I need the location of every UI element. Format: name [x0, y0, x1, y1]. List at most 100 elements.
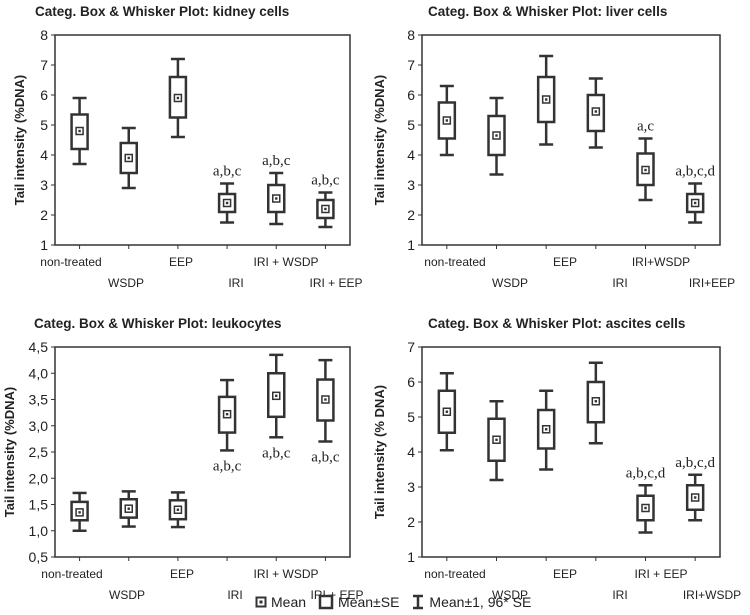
x-tick-label: EEP	[169, 255, 193, 269]
legend: Mean Mean±SE Mean±1, 96* SE	[255, 593, 543, 611]
legend-item-se: Mean±SE	[318, 594, 399, 610]
mean-point-center	[495, 438, 498, 441]
chart-panel-4: Categ. Box & Whisker Plot: ascites cells…	[372, 316, 741, 602]
x-tick-label: non-treated	[424, 567, 485, 581]
x-tick-label: IRI+WSDP	[683, 588, 741, 602]
significance-annotation: a,b,c	[311, 450, 340, 466]
mean-point-center	[495, 134, 498, 137]
y-tick-label: 7	[407, 57, 415, 73]
y-tick-label: 5	[40, 117, 48, 133]
y-tick-label: 1	[407, 237, 415, 253]
mean-point-center	[275, 394, 278, 398]
chart-title: Categ. Box & Whisker Plot: liver cells	[428, 4, 667, 19]
y-tick-label: 7	[407, 339, 415, 355]
box-marker-icon	[318, 594, 334, 610]
significance-annotation: a,b,c,d	[675, 164, 715, 180]
x-tick-label: IRI + WSDP	[253, 255, 318, 269]
mean-point-center	[544, 428, 548, 431]
mean-point-center	[445, 410, 449, 413]
x-tick-label: IRI+EEP	[689, 276, 735, 290]
y-tick-label: 5	[407, 409, 415, 425]
y-tick-label: 1	[40, 237, 48, 253]
significance-annotation: a,b,c	[213, 164, 242, 180]
y-axis-label: Tail intensity (% DNA)	[372, 385, 387, 519]
y-tick-label: 0,5	[29, 549, 49, 565]
mean-point-center	[225, 413, 229, 416]
significance-annotation: a,b,c,d	[675, 455, 715, 471]
significance-annotation: a,b,c	[262, 153, 291, 169]
x-tick-label: IRI+WSDP	[632, 255, 690, 269]
y-tick-label: 6	[407, 87, 415, 103]
y-tick-label: 4	[40, 147, 48, 163]
mean-point-center	[127, 156, 130, 160]
x-tick-label: IRI	[228, 276, 243, 290]
y-tick-label: 1,5	[29, 497, 49, 513]
y-tick-label: 3,5	[29, 392, 49, 408]
y-tick-label: 4,5	[29, 339, 49, 355]
significance-annotation: a,c	[637, 119, 654, 135]
x-tick-label: WSDP	[109, 588, 145, 602]
y-tick-label: 5	[407, 117, 415, 133]
x-tick-label: EEP	[553, 255, 577, 269]
mean-point-center	[594, 110, 598, 113]
x-tick-label: IRI + EEP	[634, 567, 687, 581]
y-tick-label: 3	[407, 177, 415, 193]
legend-se-label: Mean±SE	[338, 594, 400, 610]
y-tick-label: 2	[407, 207, 415, 223]
x-tick-label: non-treated	[424, 255, 485, 269]
mean-marker-icon	[255, 596, 267, 608]
x-tick-label: IRI	[227, 588, 242, 602]
y-tick-label: 6	[407, 374, 415, 390]
mean-point-center	[594, 400, 598, 403]
x-tick-label: WSDP	[492, 588, 528, 602]
plot-frame	[54, 346, 351, 558]
chart-panel-3: Categ. Box & Whisker Plot: leukocytes Tai…	[2, 316, 364, 602]
chart-panel-1: Categ. Box & Whisker Plot: kidney cells T…	[12, 4, 363, 290]
y-tick-label: 4,0	[29, 365, 49, 381]
x-tick-label: WSDP	[108, 276, 144, 290]
y-axis-label: Tail intensity (%DNA)	[12, 75, 27, 206]
legend-ci-label: Mean±1, 96* SE	[429, 594, 532, 610]
y-tick-label: 2,0	[29, 470, 49, 486]
y-tick-label: 1	[407, 549, 415, 565]
chart-title: Categ. Box & Whisker Plot: ascites cells	[428, 316, 685, 331]
y-tick-label: 8	[40, 27, 48, 43]
mean-point-center	[78, 511, 81, 514]
plot-frame	[54, 34, 351, 246]
x-tick-label: IRI	[612, 276, 627, 290]
x-tick-label: EEP	[170, 567, 194, 581]
significance-annotation: a,b,c	[311, 173, 340, 189]
x-tick-label: IRI + EEP	[309, 276, 362, 290]
y-tick-label: 2	[40, 207, 48, 223]
significance-annotation: a,b,c	[262, 445, 291, 461]
x-tick-label: WSDP	[492, 276, 528, 290]
mean-point-center	[275, 197, 278, 200]
legend-item-mean: Mean	[255, 594, 306, 610]
mean-point-center	[445, 119, 449, 122]
mean-point-center	[324, 207, 327, 211]
y-tick-label: 1,0	[29, 523, 49, 539]
x-tick-label: non-treated	[41, 567, 102, 581]
mean-point-center	[644, 506, 647, 510]
y-tick-label: 4	[407, 444, 415, 460]
mean-point-center	[644, 168, 647, 172]
mean-point-center	[225, 201, 229, 205]
significance-annotation: a,b,c,d	[626, 465, 666, 481]
chart-title: Categ. Box & Whisker Plot: leukocytes	[34, 316, 282, 331]
legend-mean-label: Mean	[271, 594, 307, 610]
mean-point-center	[176, 508, 180, 511]
y-axis-label: Tail intensity (%DNA)	[372, 75, 387, 206]
x-tick-label: IRI + WSDP	[253, 567, 318, 581]
mean-point-center	[127, 507, 130, 510]
chart-title: Categ. Box & Whisker Plot: kidney cells	[35, 4, 289, 19]
whisker-marker-icon	[413, 594, 424, 610]
y-tick-label: 2,5	[29, 444, 49, 460]
plot-frame	[421, 346, 721, 558]
mean-point-center	[693, 201, 697, 205]
x-tick-label: non-treated	[40, 255, 101, 269]
plot-frame	[421, 34, 721, 246]
y-tick-label: 4	[407, 147, 415, 163]
y-tick-label: 3	[40, 177, 48, 193]
y-tick-label: 6	[40, 87, 48, 103]
